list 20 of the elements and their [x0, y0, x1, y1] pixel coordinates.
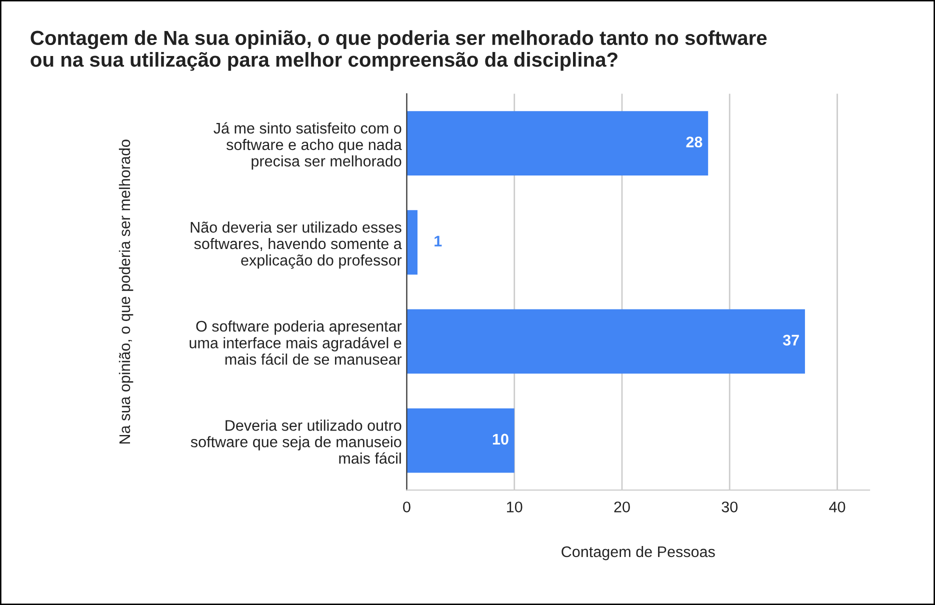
data-label: 28	[686, 136, 702, 148]
y-tick-label: Não deveria ser utilizado esses softwares, havendo somente a explicação do professor	[190, 221, 402, 269]
bar	[406, 111, 708, 176]
chart-title: Contagem de Na sua opinião, o que poderia ser melhorado tanto no software ou na sua utilização para melhor compreensão da disciplina?	[30, 30, 767, 71]
x-tick-label: 30	[722, 502, 738, 512]
x-tick-label: 10	[507, 502, 522, 512]
y-axis-title: Na sua opinião, o que poderia ser melhorado	[118, 140, 134, 444]
x-axis-title: Contagem de Pessoas	[562, 546, 715, 560]
x-tick-label: 20	[614, 502, 630, 512]
bar	[406, 309, 805, 374]
x-tick-label: 0	[403, 502, 410, 512]
bar	[406, 408, 514, 473]
y-tick-label: O software poderia apresentar uma interface mais agradável e mais fácil de se manusear	[190, 320, 402, 365]
y-tick-label: Já me sinto satisfeito com o software e acho que nada precisa ser melhorado	[214, 122, 402, 170]
y-tick-label: Deveria ser utilizado outro software que seja de manuseio mais fácil	[190, 420, 402, 464]
data-label: 37	[782, 334, 799, 346]
data-label: 10	[492, 434, 508, 445]
x-tick-label: 40	[829, 502, 846, 512]
data-label: 1	[434, 236, 442, 246]
bar	[406, 210, 418, 275]
